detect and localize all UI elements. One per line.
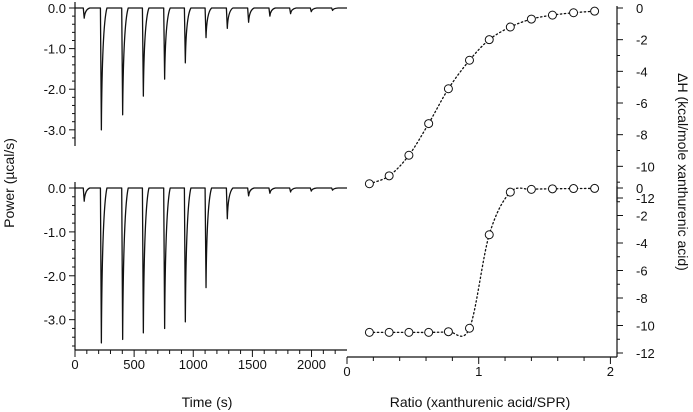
iso-bottom-y-tick-label: -2: [636, 209, 648, 224]
iso-bottom-data-point: [404, 327, 414, 337]
iso-top-data-point: [547, 10, 557, 20]
iso-bottom-data-point: [526, 184, 536, 194]
iso-top-data-point: [384, 171, 394, 181]
raw-power-panel-top: 0.0 -1.0 -2.0 -3.0: [44, 1, 347, 146]
iso-bottom-fit-line: [368, 187, 596, 337]
x-axis-title-ratio: Ratio (xanthurenic acid/SPR): [390, 394, 571, 410]
iso-top-data-point: [526, 14, 536, 24]
raw-bottom-x-tick-label: 1000: [179, 357, 208, 372]
raw-top-y-tick-label: 0.0: [48, 1, 66, 16]
raw-top-y-tick-label: -1.0: [44, 42, 66, 57]
raw-top-power-trace: [75, 7, 347, 131]
raw-bottom-y-tick-label: -3.0: [44, 313, 66, 328]
iso-top-y-tick-label: -2: [636, 33, 648, 48]
raw-bottom-x-tick-label: 2000: [297, 357, 326, 372]
y-axis-title-power: Power (µcal/s): [1, 138, 17, 228]
raw-bottom-y-tick-label: -1.0: [44, 225, 66, 240]
iso-bottom-y-tick-label: -12: [636, 346, 655, 361]
iso-bottom-y-tick-label: -4: [636, 236, 648, 251]
iso-top-data-point: [404, 150, 414, 160]
isotherm-panel-bottom: 0-2-4-6-8-10-120 1 2: [343, 181, 654, 379]
iso-bottom-y-tick-label: -10: [636, 319, 655, 334]
iso-bottom-data-point: [384, 327, 394, 337]
iso-top-y-tick-label: -8: [636, 128, 648, 143]
iso-top-y-tick-label: -6: [636, 96, 648, 111]
iso-top-data-point: [484, 35, 494, 45]
iso-bottom-y-tick-label: -8: [636, 291, 648, 306]
iso-bottom-y-tick-label: -6: [636, 264, 648, 279]
iso-top-data-point: [569, 8, 579, 18]
iso-bottom-x-tick-label: 0: [343, 364, 350, 379]
y-axis-title-enthalpy: ΔH (kcal/mole xanthurenic acid): [675, 73, 691, 271]
iso-bottom-data-point: [505, 187, 515, 197]
iso-bottom-data-point: [364, 327, 374, 337]
iso-top-fit-line: [368, 10, 596, 185]
iso-top-data-point: [443, 84, 453, 94]
isotherm-panel-top: 0 -2 -4 -6 -8 -10 -12: [364, 1, 655, 206]
iso-top-data-point: [364, 179, 374, 189]
raw-bottom-x-tick-label: 1500: [238, 357, 267, 372]
iso-top-y-tick-label: 0: [636, 1, 643, 16]
raw-bottom-y-tick-label: -2.0: [44, 269, 66, 284]
iso-bottom-data-point: [484, 230, 494, 240]
iso-bottom-data-point: [590, 183, 600, 193]
iso-top-y-tick-label: -12: [636, 191, 655, 206]
iso-bottom-y-tick-label: 0: [636, 181, 643, 196]
raw-bottom-x-tick-label: 0: [71, 357, 78, 372]
iso-top-y-tick-label: -10: [636, 159, 655, 174]
raw-power-panel-bottom: 0 500 1000 1500 2000 0.0 -1.0 -2.0 -3.0: [44, 181, 347, 372]
raw-bottom-y-tick-label: 0.0: [48, 181, 66, 196]
raw-bottom-x-tick-label: 500: [123, 357, 145, 372]
raw-top-y-tick-label: -2.0: [44, 82, 66, 97]
iso-top-data-point: [590, 6, 600, 16]
iso-bottom-data-point: [569, 184, 579, 194]
iso-top-data-point: [464, 55, 474, 65]
iso-bottom-data-point: [464, 323, 474, 333]
iso-bottom-data-point: [547, 184, 557, 194]
iso-bottom-x-tick-label: 2: [607, 364, 614, 379]
iso-top-data-point: [505, 22, 515, 32]
x-axis-title-time: Time (s): [182, 394, 233, 410]
iso-top-y-tick-label: -4: [636, 64, 648, 79]
raw-top-y-tick-label: -3.0: [44, 123, 66, 138]
iso-top-data-point: [424, 119, 434, 129]
iso-bottom-x-tick-label: 1: [475, 364, 482, 379]
iso-bottom-data-point: [424, 327, 434, 337]
raw-bottom-power-trace: [75, 187, 347, 344]
iso-bottom-data-point: [443, 327, 453, 337]
